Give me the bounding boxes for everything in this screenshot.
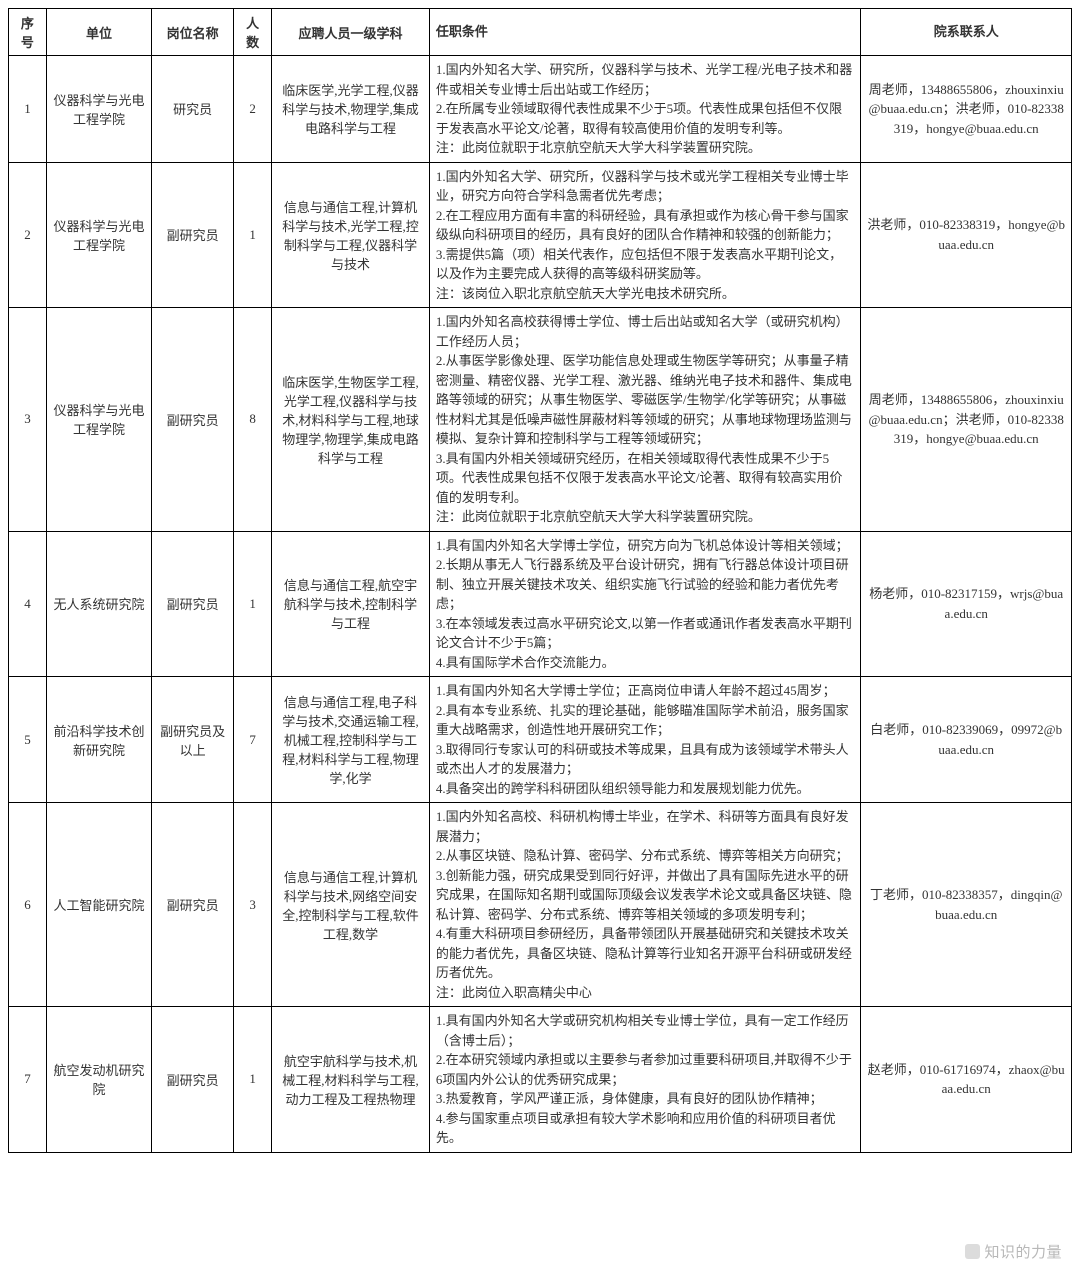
- cell-num: 1: [234, 162, 272, 308]
- header-req: 任职条件: [429, 9, 861, 56]
- cell-contact: 洪老师，010-82338319，hongye@buaa.edu.cn: [861, 162, 1072, 308]
- watermark: 知识的力量: [965, 1241, 1062, 1262]
- cell-unit: 人工智能研究院: [46, 803, 151, 1007]
- cell-seq: 5: [9, 677, 47, 803]
- cell-num: 2: [234, 56, 272, 163]
- cell-unit: 前沿科学技术创新研究院: [46, 677, 151, 803]
- cell-unit: 仪器科学与光电工程学院: [46, 56, 151, 163]
- cell-unit: 仪器科学与光电工程学院: [46, 308, 151, 532]
- cell-seq: 3: [9, 308, 47, 532]
- cell-req: 1.国内外知名大学、研究所，仪器科学与技术或光学工程相关专业博士毕业，研究方向符…: [429, 162, 861, 308]
- cell-subj: 临床医学,光学工程,仪器科学与技术,物理学,集成电路科学与工程: [272, 56, 430, 163]
- cell-seq: 7: [9, 1007, 47, 1153]
- cell-pos: 副研究员: [152, 162, 234, 308]
- header-num: 人数: [234, 9, 272, 56]
- table-row: 7航空发动机研究院副研究员1航空宇航科学与技术,机械工程,材料科学与工程,动力工…: [9, 1007, 1072, 1153]
- cell-unit: 无人系统研究院: [46, 531, 151, 677]
- cell-num: 1: [234, 531, 272, 677]
- cell-contact: 杨老师，010-82317159，wrjs@buaa.edu.cn: [861, 531, 1072, 677]
- table-row: 6人工智能研究院副研究员3信息与通信工程,计算机科学与技术,网络空间安全,控制科…: [9, 803, 1072, 1007]
- cell-seq: 6: [9, 803, 47, 1007]
- cell-num: 7: [234, 677, 272, 803]
- cell-contact: 丁老师，010-82338357，dingqin@buaa.edu.cn: [861, 803, 1072, 1007]
- cell-contact: 周老师，13488655806，zhouxinxiu@buaa.edu.cn；洪…: [861, 308, 1072, 532]
- cell-subj: 临床医学,生物医学工程,光学工程,仪器科学与技术,材料科学与工程,地球物理学,物…: [272, 308, 430, 532]
- cell-req: 1.国内外知名大学、研究所，仪器科学与技术、光学工程/光电子技术和器件或相关专业…: [429, 56, 861, 163]
- cell-subj: 信息与通信工程,电子科学与技术,交通运输工程,机械工程,控制科学与工程,材料科学…: [272, 677, 430, 803]
- cell-num: 3: [234, 803, 272, 1007]
- watermark-logo-icon: [965, 1244, 980, 1259]
- header-unit: 单位: [46, 9, 151, 56]
- recruitment-table: 序号 单位 岗位名称 人数 应聘人员一级学科 任职条件 院系联系人 1仪器科学与…: [8, 8, 1072, 1153]
- table-row: 3仪器科学与光电工程学院副研究员8临床医学,生物医学工程,光学工程,仪器科学与技…: [9, 308, 1072, 532]
- header-seq: 序号: [9, 9, 47, 56]
- cell-req: 1.国内外知名高校获得博士学位、博士后出站或知名大学（或研究机构）工作经历人员；…: [429, 308, 861, 532]
- cell-subj: 信息与通信工程,航空宇航科学与技术,控制科学与工程: [272, 531, 430, 677]
- cell-subj: 信息与通信工程,计算机科学与技术,网络空间安全,控制科学与工程,软件工程,数学: [272, 803, 430, 1007]
- cell-req: 1.具有国内外知名大学或研究机构相关专业博士学位，具有一定工作经历（含博士后）；…: [429, 1007, 861, 1153]
- cell-seq: 1: [9, 56, 47, 163]
- cell-contact: 白老师，010-82339069，09972@buaa.edu.cn: [861, 677, 1072, 803]
- cell-unit: 仪器科学与光电工程学院: [46, 162, 151, 308]
- cell-subj: 信息与通信工程,计算机科学与技术,光学工程,控制科学与工程,仪器科学与技术: [272, 162, 430, 308]
- cell-req: 1.国内外知名高校、科研机构博士毕业，在学术、科研等方面具有良好发展潜力； 2.…: [429, 803, 861, 1007]
- cell-pos: 副研究员: [152, 803, 234, 1007]
- header-contact: 院系联系人: [861, 9, 1072, 56]
- header-subj: 应聘人员一级学科: [272, 9, 430, 56]
- cell-subj: 航空宇航科学与技术,机械工程,材料科学与工程,动力工程及工程热物理: [272, 1007, 430, 1153]
- cell-pos: 副研究员: [152, 531, 234, 677]
- cell-pos: 副研究员及以上: [152, 677, 234, 803]
- cell-seq: 4: [9, 531, 47, 677]
- table-row: 5前沿科学技术创新研究院副研究员及以上7信息与通信工程,电子科学与技术,交通运输…: [9, 677, 1072, 803]
- table-row: 4无人系统研究院副研究员1信息与通信工程,航空宇航科学与技术,控制科学与工程1.…: [9, 531, 1072, 677]
- watermark-text: 知识的力量: [984, 1244, 1062, 1261]
- cell-seq: 2: [9, 162, 47, 308]
- header-pos: 岗位名称: [152, 9, 234, 56]
- cell-unit: 航空发动机研究院: [46, 1007, 151, 1153]
- cell-num: 8: [234, 308, 272, 532]
- cell-req: 1.具有国内外知名大学博士学位；正高岗位申请人年龄不超过45周岁； 2.具有本专…: [429, 677, 861, 803]
- cell-pos: 副研究员: [152, 1007, 234, 1153]
- cell-pos: 研究员: [152, 56, 234, 163]
- cell-num: 1: [234, 1007, 272, 1153]
- cell-req: 1.具有国内外知名大学博士学位，研究方向为飞机总体设计等相关领域； 2.长期从事…: [429, 531, 861, 677]
- table-row: 1仪器科学与光电工程学院研究员2临床医学,光学工程,仪器科学与技术,物理学,集成…: [9, 56, 1072, 163]
- cell-pos: 副研究员: [152, 308, 234, 532]
- cell-contact: 周老师，13488655806，zhouxinxiu@buaa.edu.cn；洪…: [861, 56, 1072, 163]
- table-header-row: 序号 单位 岗位名称 人数 应聘人员一级学科 任职条件 院系联系人: [9, 9, 1072, 56]
- table-row: 2仪器科学与光电工程学院副研究员1信息与通信工程,计算机科学与技术,光学工程,控…: [9, 162, 1072, 308]
- cell-contact: 赵老师，010-61716974，zhaox@buaa.edu.cn: [861, 1007, 1072, 1153]
